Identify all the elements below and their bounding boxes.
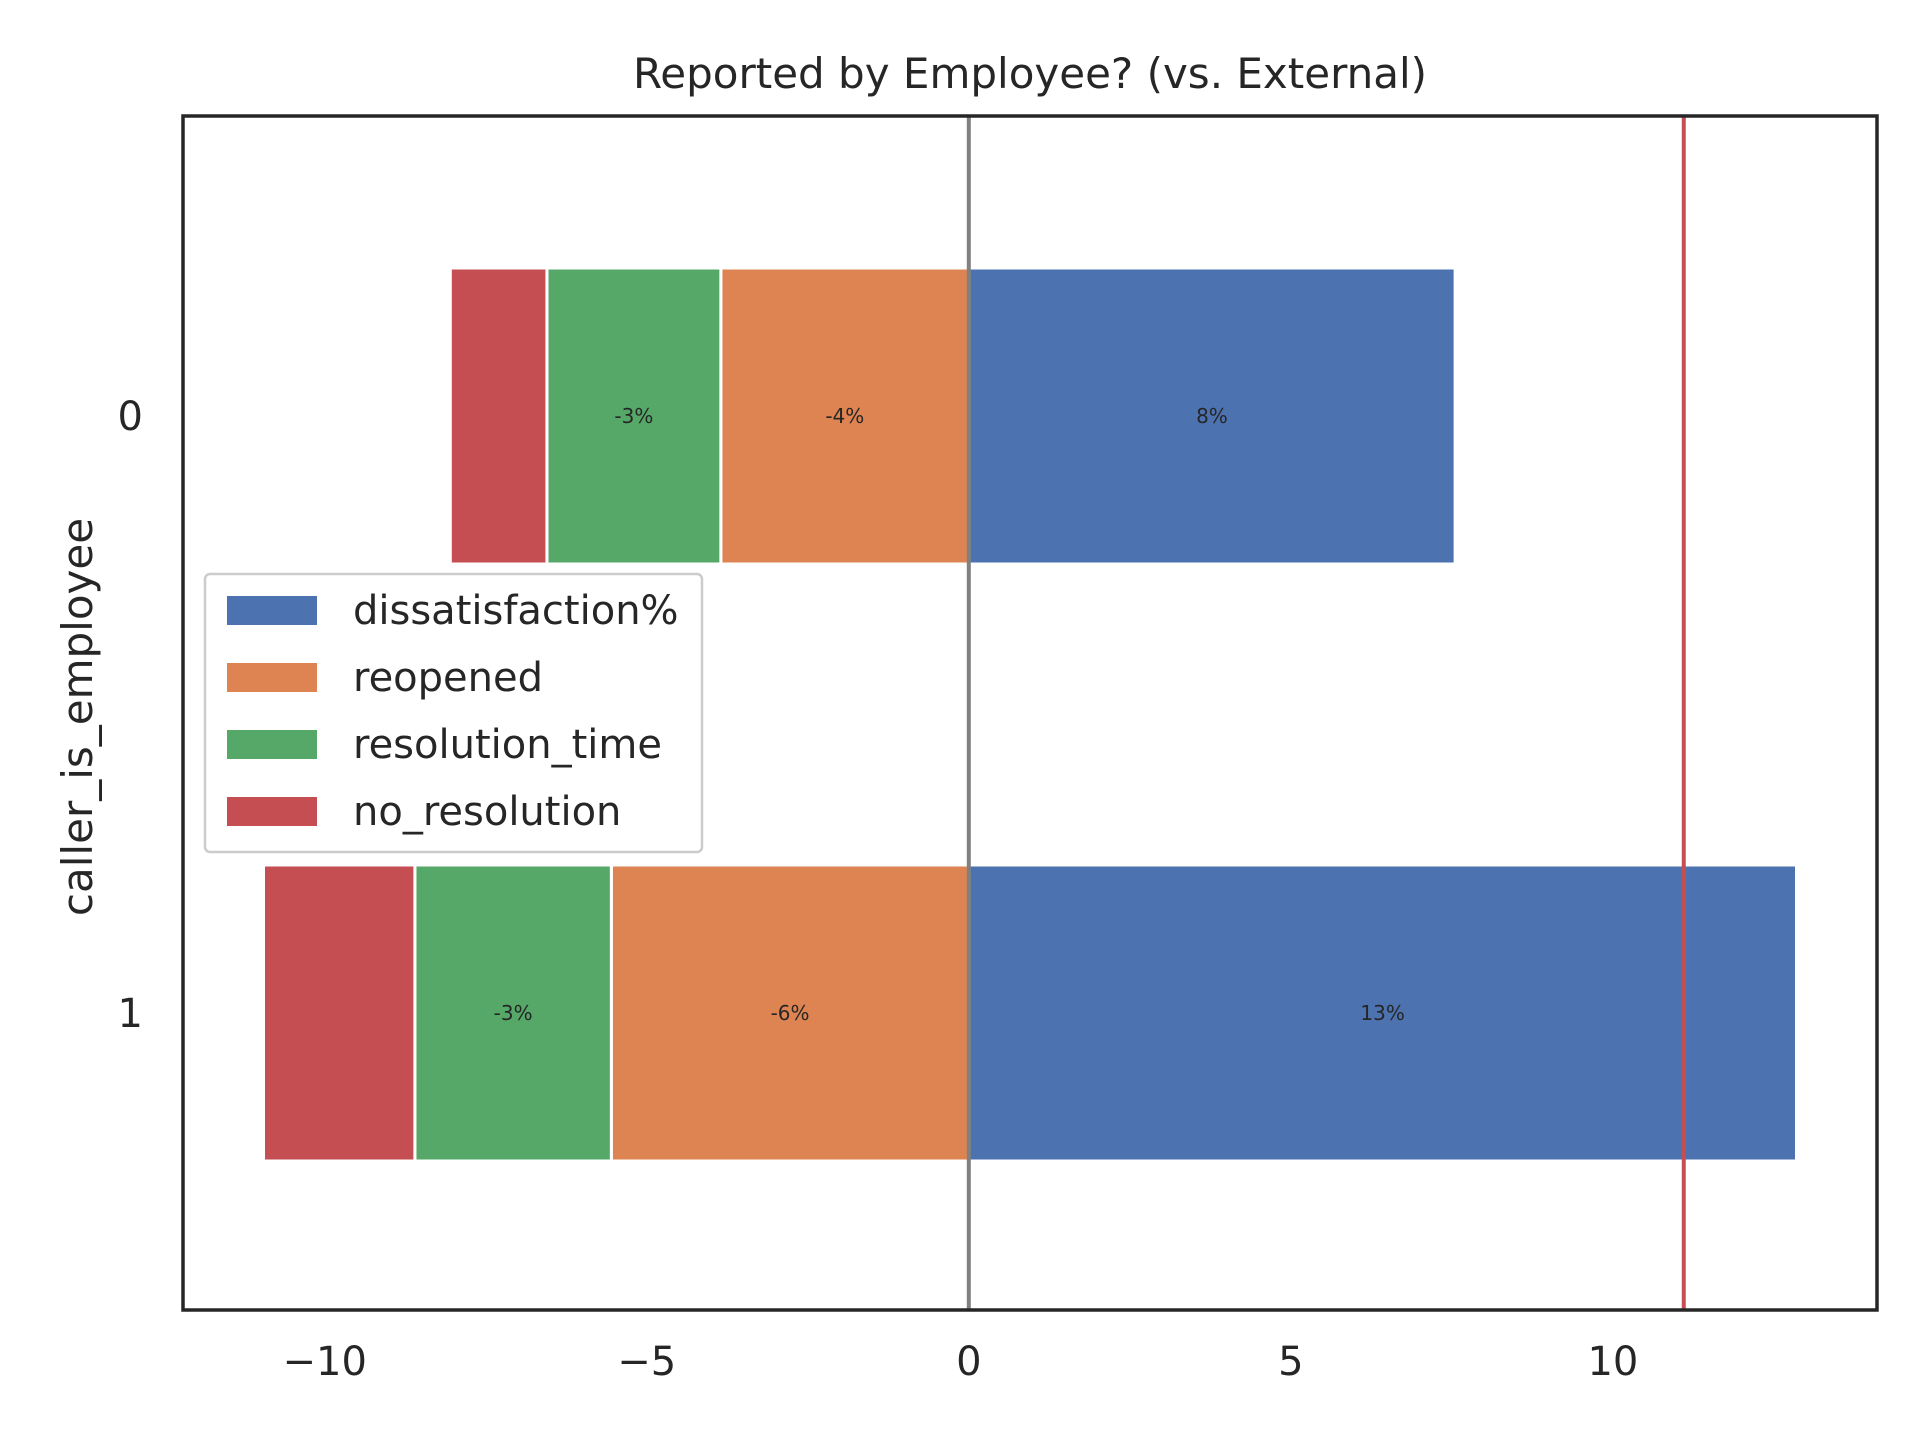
data-label-reopened-1: -6% — [771, 1001, 810, 1025]
legend-swatch-dissatisfaction — [227, 596, 317, 625]
reference-lines — [966, 116, 1686, 1310]
data-label-dissatisfaction-0: 8% — [1196, 404, 1228, 428]
x-tick-label: 5 — [1278, 1339, 1303, 1385]
data-label-resolution-time-0: -3% — [614, 404, 653, 428]
bar-reopened-1 — [609, 863, 971, 1163]
y-axis: 01 — [118, 394, 143, 1037]
legend-swatch-resolution-time — [227, 730, 317, 759]
bar-dissatisfaction-1 — [967, 863, 1798, 1163]
y-axis-label: caller_is_employee — [53, 518, 102, 916]
data-labels: 8% -4% -3% 13% -6% -3% — [494, 404, 1405, 1025]
data-label-dissatisfaction-1: 13% — [1360, 1001, 1404, 1025]
legend-swatch-no-resolution — [227, 797, 317, 826]
plot-frame — [181, 114, 1879, 1312]
bar-resolution-time-0 — [545, 266, 723, 566]
legend-label-no-resolution: no_resolution — [353, 789, 621, 835]
x-tick-label: 0 — [956, 1339, 981, 1385]
bar-dissatisfaction-0 — [967, 266, 1457, 566]
data-label-reopened-0: -4% — [825, 404, 864, 428]
data-label-resolution-time-1: -3% — [494, 1001, 533, 1025]
y-tick-label: 0 — [118, 394, 143, 440]
bar-no-resolution-1 — [262, 863, 417, 1163]
legend-label-dissatisfaction: dissatisfaction% — [353, 588, 679, 634]
x-tick-label: −10 — [282, 1339, 366, 1385]
x-tick-label: −5 — [617, 1339, 676, 1385]
legend-swatch-reopened — [227, 663, 317, 692]
bar-resolution-time-1 — [413, 863, 613, 1163]
x-axis: −10 −5 0 5 10 — [282, 1339, 1638, 1385]
legend-box — [203, 572, 704, 854]
bar-no-resolution-0 — [448, 266, 549, 566]
legend-label-resolution-time: resolution_time — [353, 722, 662, 768]
x-tick-label: 10 — [1587, 1339, 1638, 1385]
legend-label-reopened: reopened — [353, 655, 543, 701]
legend: dissatisfaction% reopened resolution_timen… — [203, 572, 704, 854]
chart-title: Reported by Employee? (vs. External) — [633, 49, 1427, 98]
bar-reopened-0 — [719, 266, 971, 566]
bars-layer — [262, 266, 1798, 1163]
y-tick-label: 1 — [118, 991, 143, 1037]
